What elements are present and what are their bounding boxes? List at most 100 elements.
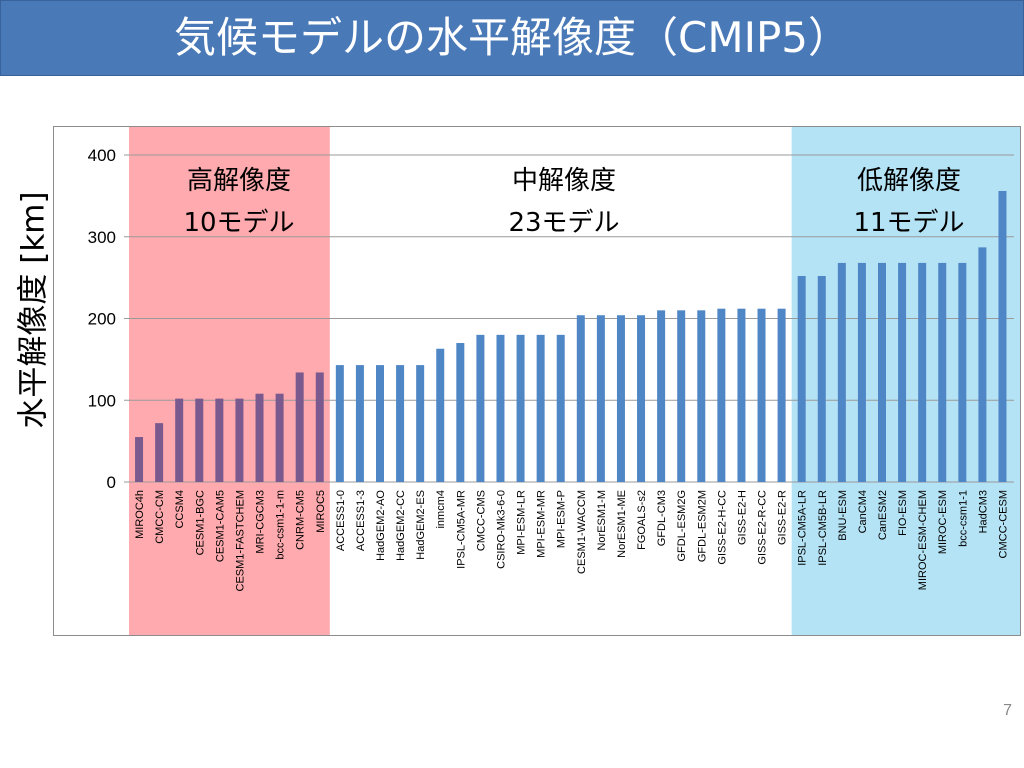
x-tick-label: GFDL-ESM2M — [696, 490, 708, 562]
x-tick-label: CanCM4 — [857, 490, 869, 533]
y-axis-label: 水平解像度 [km] — [15, 191, 52, 429]
slide-title: 気候モデルの水平解像度（CMIP5） — [0, 0, 1024, 76]
x-tick-label: FIO-ESM — [897, 490, 909, 536]
x-tick-label: FGOALS-s2 — [636, 490, 648, 550]
bar — [235, 398, 244, 482]
x-tick-label: CESM1-CAM5 — [214, 490, 226, 562]
group-count-high: 10モデル — [183, 208, 294, 238]
x-tick-label: CESM1-FASTCHEM — [234, 490, 246, 591]
bar — [797, 275, 806, 482]
group-name-mid: 中解像度 — [512, 166, 616, 196]
bar — [436, 348, 445, 482]
bar — [998, 190, 1007, 482]
bar — [215, 398, 224, 482]
bar — [376, 365, 384, 482]
bar — [637, 315, 646, 482]
group-name-low: 低解像度 — [857, 166, 961, 196]
bar — [195, 398, 204, 482]
x-tick-label: ACCESS1-0 — [335, 490, 347, 551]
bar — [857, 262, 866, 482]
x-tick-label: HadGEM2-ES — [415, 490, 427, 560]
x-tick-label: bcc-csm1-1-m — [275, 490, 287, 560]
bar — [898, 262, 907, 482]
x-tick-label: CESM1-BGC — [194, 490, 206, 555]
x-tick-label: CNRM-CM5 — [295, 490, 307, 550]
x-tick-label: MPI-ESM-P — [556, 490, 568, 548]
bar — [616, 315, 625, 482]
bar — [777, 308, 786, 482]
bar — [737, 308, 746, 482]
bar — [697, 310, 706, 482]
x-tick-label: CMCC-CM — [154, 490, 166, 544]
bar — [536, 334, 545, 482]
y-tick-label: 100 — [88, 391, 116, 410]
x-tick-label: ACCESS1-3 — [355, 490, 367, 551]
x-tick-label: MIROC-ESM — [937, 490, 949, 554]
bar — [878, 262, 886, 482]
y-tick-label: 0 — [107, 473, 116, 492]
bar — [657, 310, 666, 482]
bar — [275, 393, 284, 482]
y-tick-label: 200 — [88, 310, 116, 329]
x-tick-label: GFDL-CM3 — [656, 490, 668, 546]
bar — [175, 398, 184, 482]
bar — [837, 262, 846, 482]
x-tick-label: CSIRO-Mk3-6-0 — [495, 490, 507, 569]
x-tick-label: GISS-E2-H — [736, 490, 748, 545]
group-count-mid: 23モデル — [508, 208, 619, 238]
group-count-low: 11モデル — [853, 208, 964, 238]
bar — [596, 315, 605, 482]
chart-area: 0 100 200 300 400 MIROC4h CMCC-CM CCSM4 CESM1-BG… — [53, 126, 1021, 636]
bar — [335, 365, 344, 482]
bar — [757, 308, 766, 482]
bar — [496, 334, 505, 482]
y-tick-label: 300 — [88, 228, 116, 247]
group-name-high: 高解像度 — [187, 166, 291, 196]
x-tick-label: MPI-ESM-MR — [536, 490, 548, 558]
bar — [516, 334, 525, 482]
x-tick-label: CCSM4 — [174, 490, 186, 529]
bar — [355, 365, 364, 482]
x-tick-label: HadGEM2-CC — [395, 490, 407, 561]
x-tick-label: IPSL-CM5A-LR — [797, 490, 809, 566]
x-tick-label: inmcm4 — [435, 490, 447, 529]
bar — [476, 334, 485, 482]
bar — [155, 423, 164, 482]
x-tick-label: HadGEM2-AO — [375, 490, 387, 561]
x-tick-label: GISS-E2-R-CC — [757, 490, 769, 565]
bar — [717, 308, 726, 482]
bar — [978, 247, 987, 482]
x-tick-label: MPI-ESM-LR — [516, 490, 528, 555]
x-tick-label: IPSL-CM5A-MR — [455, 490, 467, 569]
bar — [315, 372, 324, 482]
bar-chart: 0 100 200 300 400 MIROC4h CMCC-CM CCSM4 CESM1-BG… — [88, 127, 1020, 635]
x-tick-label: MIROC5 — [315, 490, 327, 533]
bar — [958, 262, 967, 482]
bar — [576, 315, 585, 482]
x-tick-label: HadCM3 — [977, 490, 989, 533]
x-tick-label: BNU-ESM — [837, 490, 849, 541]
bar — [817, 275, 826, 482]
x-tick-label: NorESM1-M — [596, 490, 608, 551]
x-tick-label: GISS-E2-H-CC — [716, 490, 728, 565]
x-tick-label: NorESM1-ME — [616, 490, 628, 558]
bar — [135, 437, 144, 482]
x-tick-label: GFDL-ESM2G — [676, 490, 688, 562]
x-tick-label: bcc-csm1-1 — [957, 490, 969, 547]
bar — [295, 372, 304, 482]
x-tick-label: MIROC-ESM-CHEM — [917, 490, 929, 590]
x-tick-label: GISS-E2-R — [777, 490, 789, 545]
bar — [938, 262, 947, 482]
bar — [456, 343, 465, 482]
bar — [416, 365, 425, 482]
y-tick-label: 400 — [88, 146, 116, 165]
x-tick-label: MRI-CGCM3 — [255, 490, 267, 554]
page-number: 7 — [1003, 702, 1012, 719]
bar — [255, 393, 264, 482]
x-tick-label: MIROC4h — [134, 490, 146, 539]
bar — [396, 365, 405, 482]
bar — [556, 334, 565, 482]
bar — [918, 262, 927, 482]
x-tick-label: CMCC-CESM — [997, 490, 1009, 558]
x-tick-label: CanESM2 — [877, 490, 889, 540]
